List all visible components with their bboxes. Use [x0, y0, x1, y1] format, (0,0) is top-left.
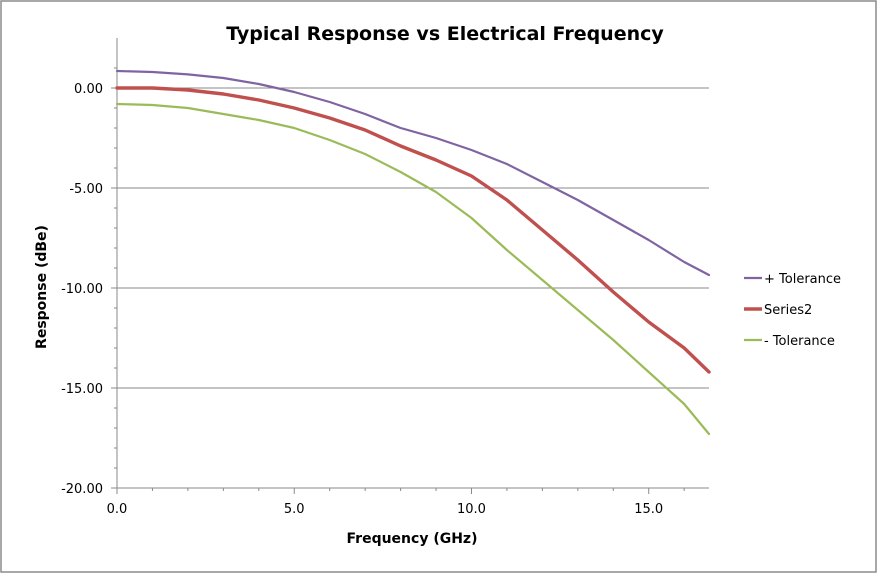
x-tick-label: 15.0 [634, 502, 663, 517]
gridlines [117, 87, 709, 389]
x-tick-label: 0.0 [107, 502, 128, 517]
x-tick-label: 10.0 [457, 502, 486, 517]
x-axis-title: Frequency (GHz) [347, 531, 478, 547]
legend-label-2: - Tolerance [764, 334, 835, 349]
x-tick-label: 5.0 [284, 502, 305, 517]
series-line-1 [115, 86, 711, 374]
legend-label-0: + Tolerance [764, 272, 841, 287]
y-tick-label: -15.00 [61, 382, 103, 397]
y-tick-label: 0.00 [74, 82, 103, 97]
axes [111, 38, 709, 494]
tick-labels: 0.00 -5.00 -10.00 -15.00 -20.00 0.0 5.0 10.0 15.… [61, 82, 663, 517]
y-axis-title: Response (dBe) [34, 225, 50, 349]
y-tick-label: -20.00 [61, 482, 103, 497]
y-tick-label: -10.00 [61, 282, 103, 297]
series-line-2 [115, 102, 711, 436]
legend-label-1: Series2 [764, 303, 812, 318]
y-tick-label: -5.00 [69, 182, 103, 197]
series-line-0 [115, 69, 711, 277]
legend: + Tolerance Series2 - Tolerance [744, 272, 841, 349]
series-lines [115, 69, 711, 436]
chart-title: Typical Response vs Electrical Frequency [226, 23, 664, 45]
